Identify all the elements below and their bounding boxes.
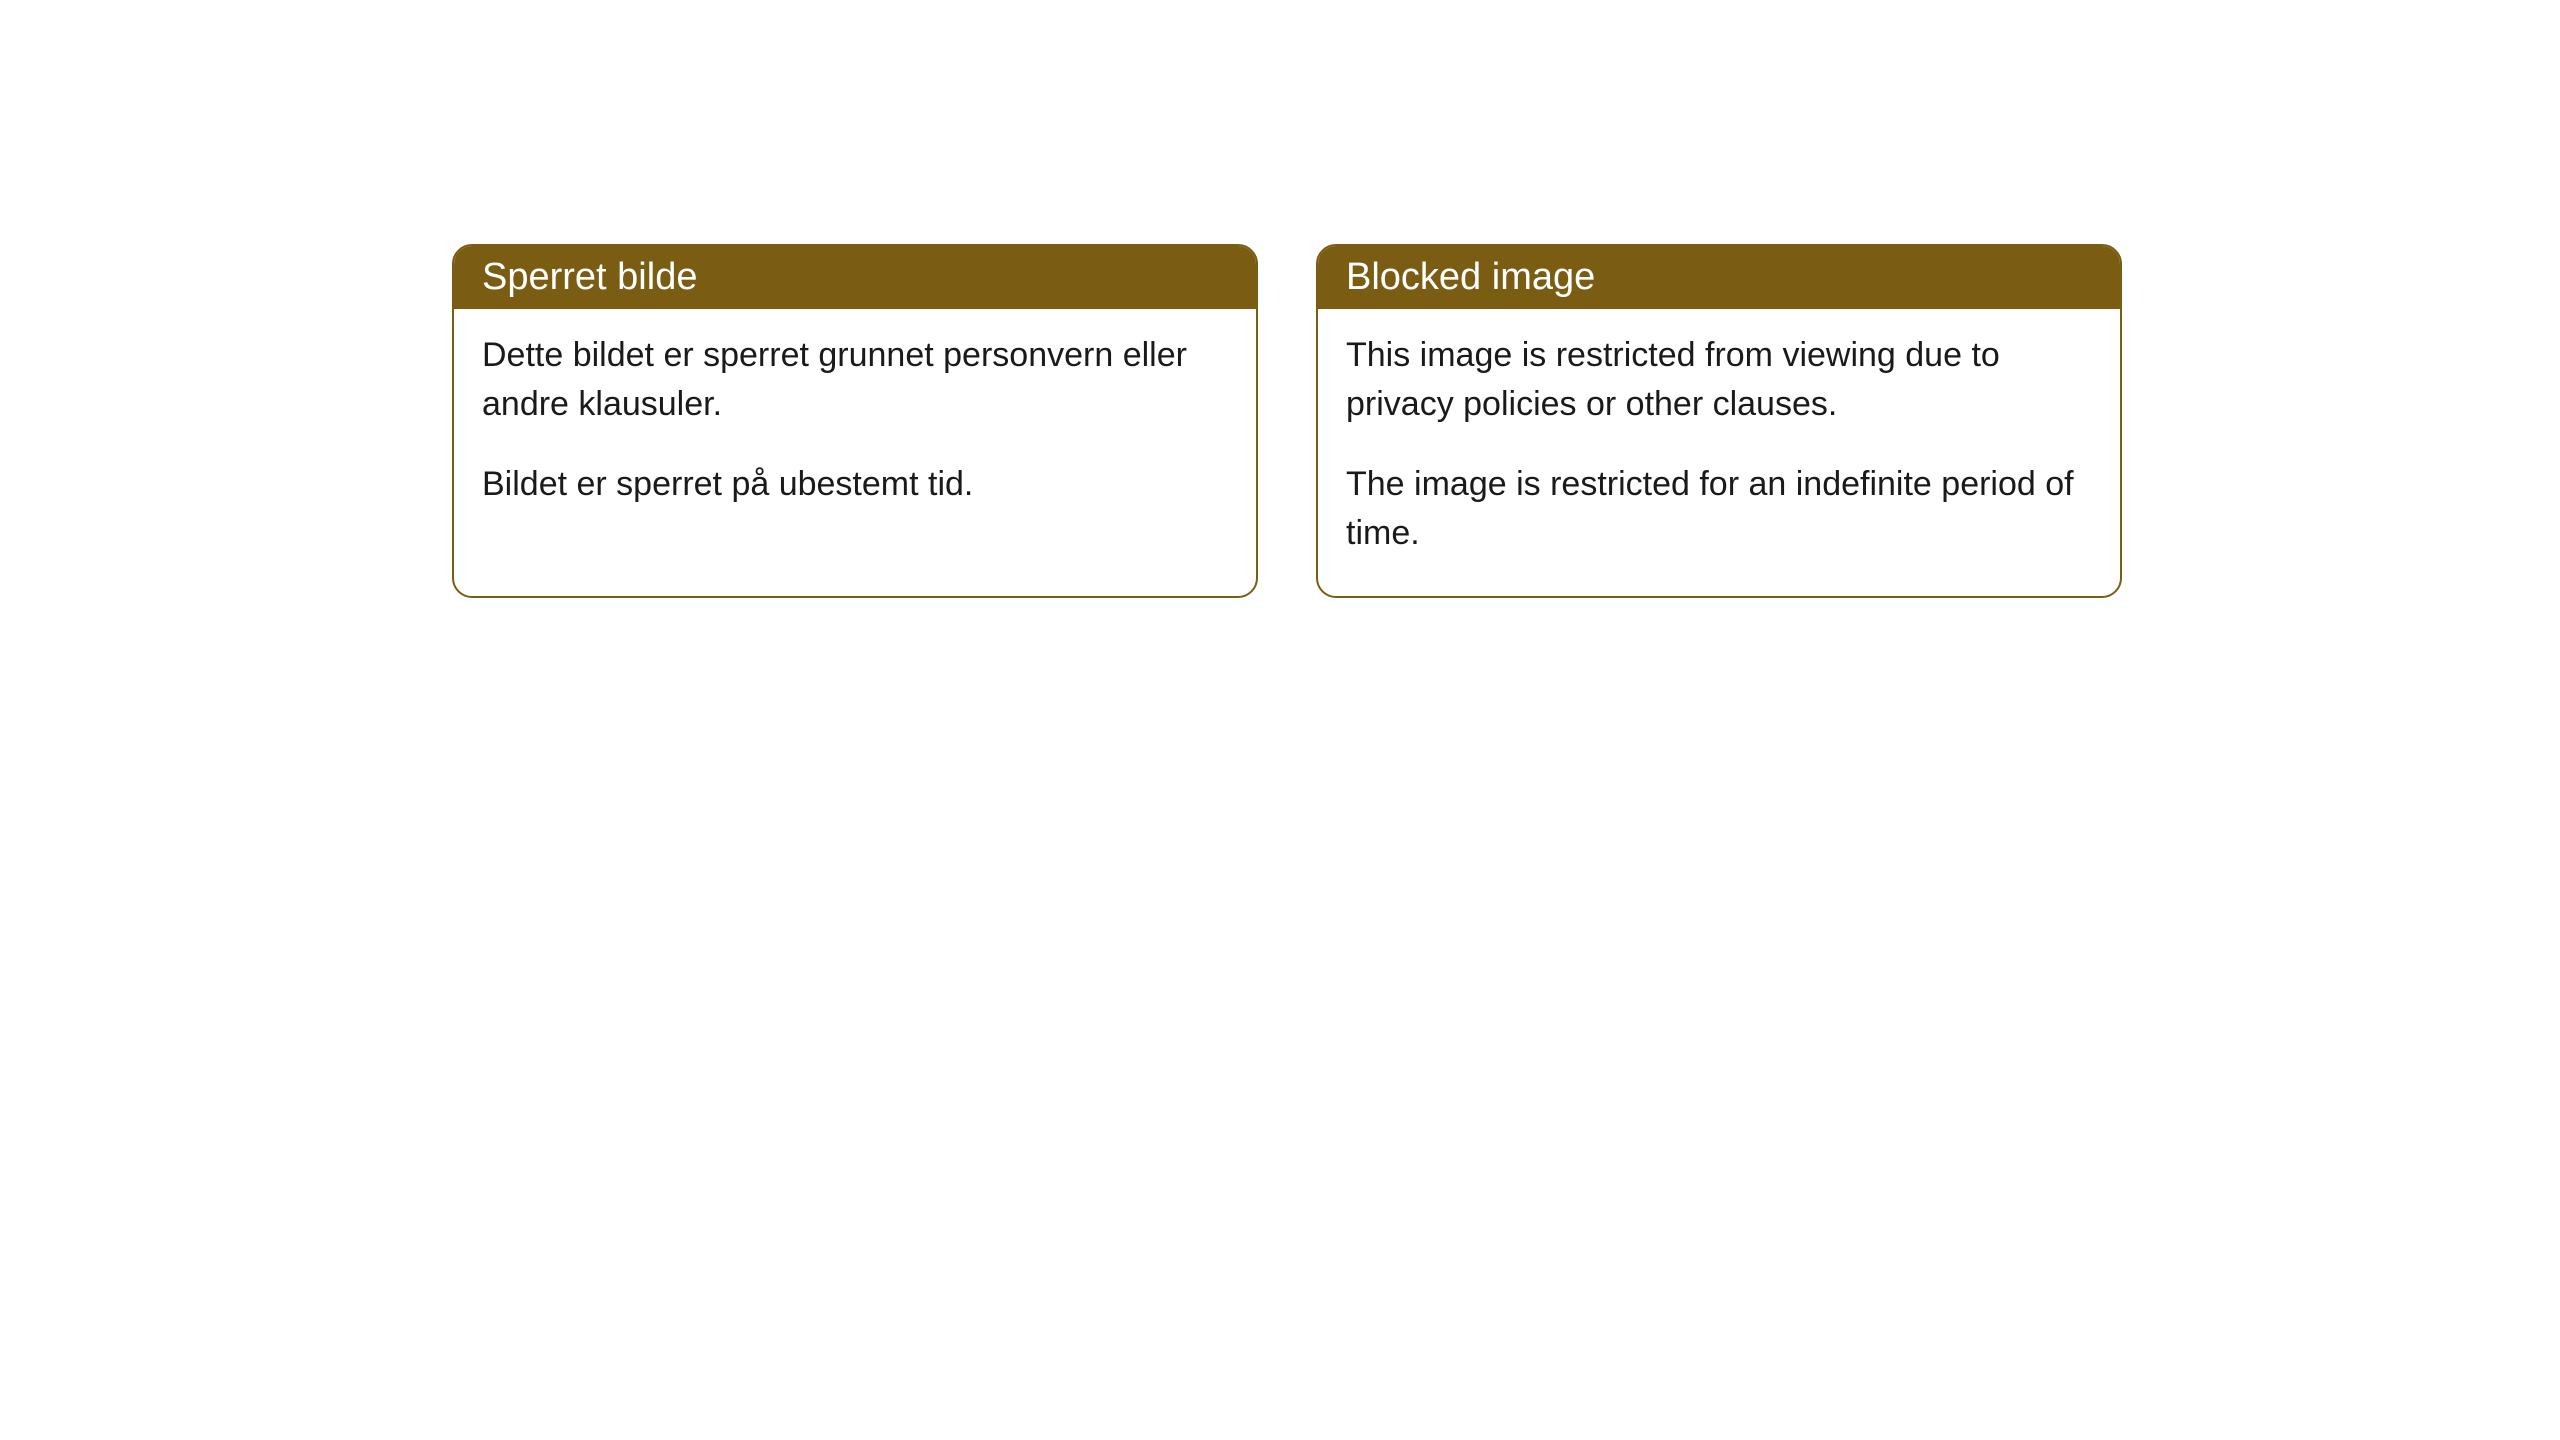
blocked-image-card-no: Sperret bilde Dette bildet er sperret gr…	[452, 244, 1258, 598]
notice-cards-container: Sperret bilde Dette bildet er sperret gr…	[452, 244, 2122, 598]
card-para1-en: This image is restricted from viewing du…	[1346, 331, 2092, 430]
card-header-en: Blocked image	[1318, 246, 2120, 309]
card-body-en: This image is restricted from viewing du…	[1318, 309, 2120, 596]
card-para1-no: Dette bildet er sperret grunnet personve…	[482, 331, 1228, 430]
card-para2-en: The image is restricted for an indefinit…	[1346, 460, 2092, 559]
card-header-no: Sperret bilde	[454, 246, 1256, 309]
card-para2-no: Bildet er sperret på ubestemt tid.	[482, 460, 1228, 509]
blocked-image-card-en: Blocked image This image is restricted f…	[1316, 244, 2122, 598]
card-body-no: Dette bildet er sperret grunnet personve…	[454, 309, 1256, 547]
